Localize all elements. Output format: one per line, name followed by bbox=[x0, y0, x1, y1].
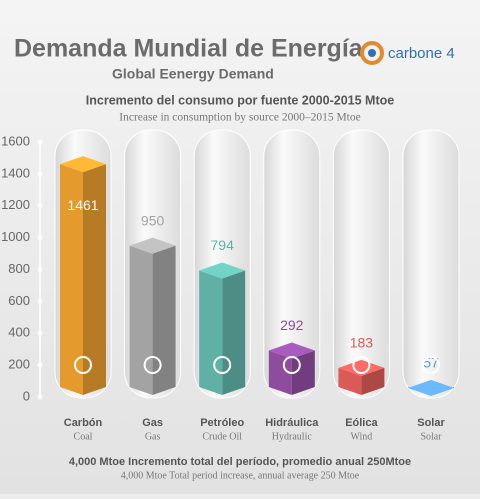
footer: 4,000 Mtoe Incremento total del período,… bbox=[69, 456, 411, 468]
tick-mark bbox=[37, 139, 43, 145]
bar-left-face bbox=[199, 270, 223, 395]
bar-icon bbox=[213, 356, 232, 374]
tick-mark bbox=[37, 171, 43, 177]
title: Demanda Mundial de Energía bbox=[14, 35, 364, 63]
y-tick-label: 0 bbox=[23, 388, 30, 403]
tube bbox=[263, 129, 321, 399]
bar bbox=[268, 342, 315, 395]
tick-mark bbox=[37, 394, 43, 400]
tick-mark bbox=[37, 362, 43, 368]
bar-left-face bbox=[338, 367, 362, 395]
chart-subheading: Increase in consumption by source 2000–2… bbox=[119, 112, 360, 124]
bar bbox=[408, 379, 454, 396]
y-tick-label: 1000 bbox=[1, 229, 30, 244]
bar-left-face bbox=[60, 164, 83, 395]
value-label: 1461 bbox=[67, 197, 98, 213]
y-tick-label: 1400 bbox=[1, 165, 30, 180]
bar-right-face bbox=[291, 350, 315, 395]
bar-icon bbox=[352, 356, 371, 374]
y-tick-label: 600 bbox=[8, 293, 30, 308]
tick-mark bbox=[37, 267, 43, 272]
bar-right-face bbox=[361, 367, 385, 395]
bar-top-face bbox=[408, 379, 454, 396]
x-tick-label: Petróleo bbox=[200, 417, 244, 429]
tube bbox=[332, 129, 390, 399]
x-tick-sublabel: Hydraulic bbox=[272, 431, 313, 442]
x-tick-label: Eólica bbox=[345, 417, 378, 429]
bar-right-face bbox=[152, 245, 176, 395]
x-tick-sublabel: Crude Oil bbox=[202, 431, 242, 442]
bar-icon bbox=[422, 356, 440, 374]
bar-right-face bbox=[222, 270, 246, 395]
bar bbox=[338, 359, 385, 395]
bar-top-face bbox=[338, 359, 385, 376]
footer-en: 4,000 Mtoe Total period increase, annual… bbox=[121, 470, 360, 481]
y-tick-label: 1600 bbox=[1, 133, 30, 148]
bar-top-face bbox=[60, 156, 106, 173]
x-tick-label: Solar bbox=[417, 417, 445, 429]
tick-mark bbox=[37, 203, 43, 209]
y-tick-label: 200 bbox=[8, 357, 30, 372]
value-label: 292 bbox=[280, 317, 304, 333]
logo-text: carbone 4 bbox=[388, 45, 455, 62]
value-label: 183 bbox=[350, 335, 374, 351]
bar-top-face bbox=[129, 237, 176, 254]
bar-icon bbox=[74, 356, 92, 374]
bar-icon bbox=[282, 356, 301, 374]
x-tick-sublabel: Wind bbox=[350, 431, 372, 442]
bar bbox=[60, 156, 106, 395]
logo: carbone 4 bbox=[360, 41, 455, 65]
bar-right-face bbox=[83, 164, 106, 395]
x-tick-sublabel: Coal bbox=[74, 431, 93, 442]
subtitle: Global Eenergy Demand bbox=[112, 66, 274, 82]
tick-mark bbox=[37, 330, 43, 336]
y-tick-label: 400 bbox=[8, 325, 30, 340]
value-label: 794 bbox=[211, 237, 235, 253]
y-tick-label: 800 bbox=[8, 261, 30, 276]
bar-left-face bbox=[129, 245, 153, 395]
x-tick-sublabel: Gas bbox=[145, 431, 161, 442]
tick-mark bbox=[37, 235, 43, 241]
bar-top-face bbox=[199, 262, 246, 279]
y-tick-label: 1200 bbox=[1, 197, 30, 212]
logo-dot bbox=[368, 49, 376, 57]
bar-top-face bbox=[268, 342, 315, 359]
bar-left-face bbox=[268, 350, 292, 395]
bar bbox=[199, 262, 246, 395]
value-label: 950 bbox=[141, 212, 165, 228]
chart-heading: Incremento del consumo por fuente 2000-2… bbox=[86, 93, 394, 107]
tube bbox=[402, 129, 460, 399]
bar-icon bbox=[143, 356, 162, 374]
x-tick-label: Gas bbox=[142, 417, 163, 429]
x-tick-sublabel: Solar bbox=[420, 431, 442, 442]
logo-icon bbox=[360, 41, 384, 65]
x-tick-label: Hidráulica bbox=[265, 417, 319, 429]
bar bbox=[129, 237, 176, 395]
x-tick-label: Carbón bbox=[64, 417, 103, 429]
tick-mark bbox=[37, 298, 43, 304]
